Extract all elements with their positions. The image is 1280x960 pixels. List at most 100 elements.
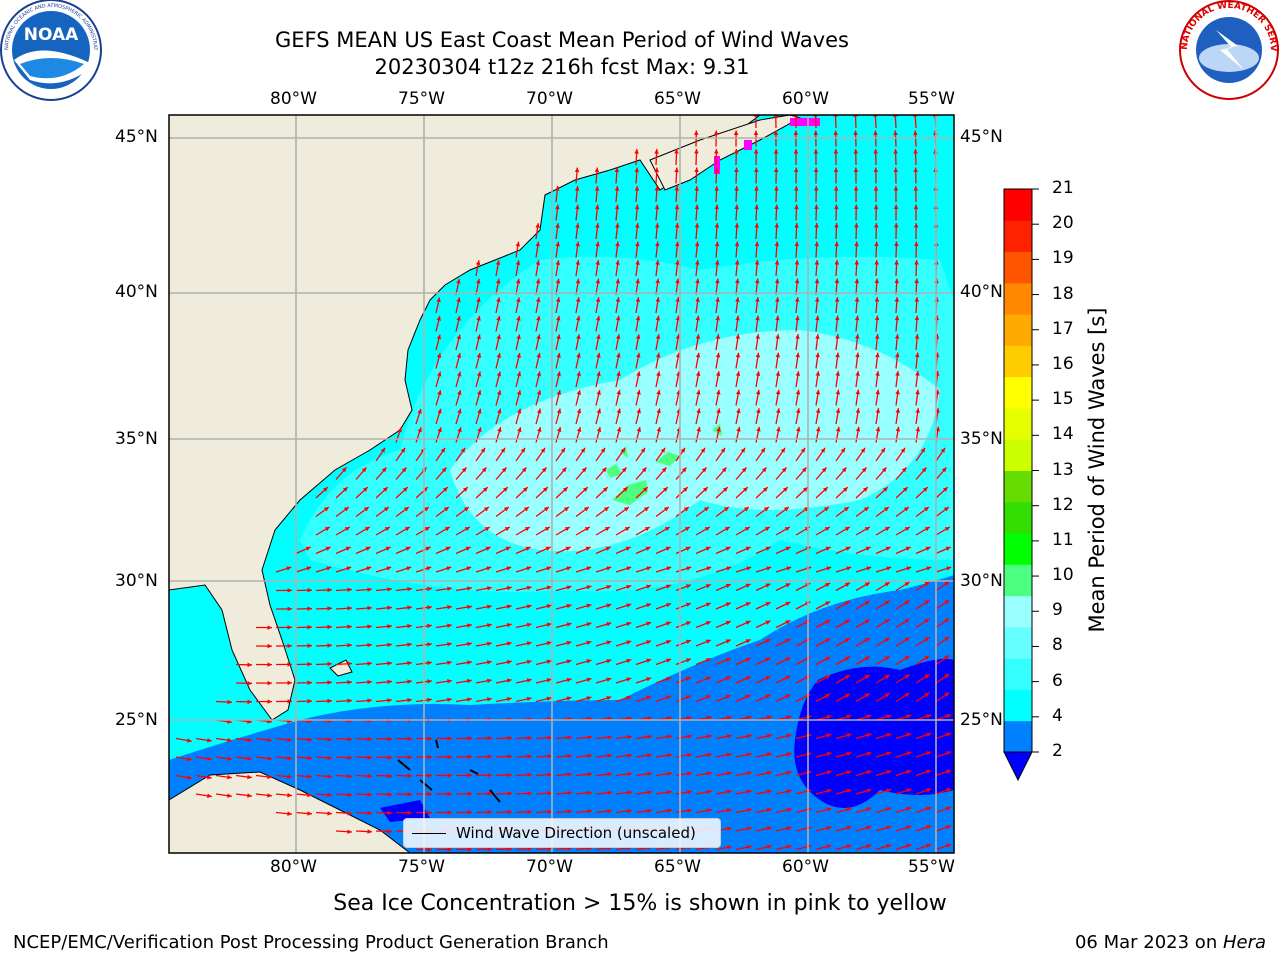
wind-wave-arrowhead — [855, 352, 860, 358]
wind-wave-arrowhead — [595, 241, 600, 247]
wind-wave-arrowhead — [596, 389, 601, 395]
wind-wave-arrowhead — [715, 352, 721, 358]
wind-wave-arrowhead — [536, 390, 542, 395]
wind-wave-arrowhead — [366, 566, 372, 571]
wind-wave-arrowhead — [367, 587, 372, 592]
wind-wave-arrowhead — [566, 566, 572, 571]
wind-wave-arrowhead — [507, 809, 512, 815]
wind-wave-arrowhead — [846, 844, 852, 849]
wind-wave-arrowhead — [866, 566, 872, 571]
wind-wave-arrowhead — [745, 583, 751, 588]
wind-wave-arrowhead — [575, 297, 581, 303]
wind-wave-arrowhead — [794, 223, 799, 228]
wind-wave-arrowhead — [387, 679, 392, 685]
wind-wave-arrowhead — [387, 624, 392, 629]
wind-wave-arrowhead — [267, 793, 272, 798]
wind-wave-arrowhead — [407, 642, 412, 647]
wind-wave-arrowhead — [873, 130, 878, 136]
wind-wave-arrowhead — [636, 352, 641, 358]
lon-label-bottom-70w: 70°W — [526, 857, 573, 877]
chart-subtitle: 20230304 t12z 216h fcst Max: 9.31 — [374, 55, 750, 79]
wind-wave-arrowhead — [753, 130, 759, 135]
colorbar-tick-label: 8 — [1052, 635, 1063, 656]
wind-wave-arrowhead — [397, 427, 402, 433]
wind-wave-arrowhead — [427, 623, 432, 629]
wind-wave-arrowhead — [681, 467, 687, 473]
wind-wave-arrowhead — [705, 658, 711, 663]
wind-wave-arrowhead — [495, 278, 501, 284]
wind-wave-arrowhead — [567, 772, 572, 777]
wind-wave-arrowhead — [944, 637, 950, 642]
wind-wave-arrowhead — [754, 167, 759, 173]
wind-wave-arrowhead — [322, 487, 328, 492]
wind-wave-arrowhead — [765, 620, 771, 625]
wind-wave-arrowhead — [506, 659, 512, 665]
wind-wave-arrowhead — [906, 751, 912, 756]
colorbar-segment — [1004, 345, 1032, 378]
wind-wave-arrowhead — [327, 624, 332, 630]
wind-wave-arrowhead — [456, 353, 462, 358]
wind-wave-arrowhead — [516, 390, 522, 395]
wind-wave-arrowhead — [886, 806, 892, 812]
wind-wave-arrowhead — [576, 371, 581, 377]
wind-wave-arrowhead — [926, 714, 932, 719]
wind-wave-arrowhead — [306, 566, 312, 571]
wind-wave-arrowhead — [874, 334, 880, 339]
wind-wave-arrowhead — [893, 149, 898, 154]
wind-wave-arrowhead — [596, 427, 602, 432]
wind-wave-arrowhead — [643, 506, 649, 512]
wind-wave-arrowhead — [346, 566, 352, 571]
wind-wave-arrowhead — [705, 621, 711, 626]
map-gridlines — [169, 115, 954, 853]
wind-wave-arrowhead — [367, 755, 372, 760]
wind-wave-arrowhead — [694, 223, 700, 228]
wind-wave-arrowhead — [656, 371, 661, 377]
wind-wave-arrowhead — [825, 675, 831, 680]
wind-wave-arrowhead — [915, 371, 920, 376]
wind-wave-arrowhead — [342, 487, 348, 492]
wind-wave-arrowhead — [725, 639, 731, 644]
wind-wave-arrowhead — [795, 315, 800, 321]
wind-wave-arrowhead — [825, 601, 831, 606]
wind-wave-arrowhead — [516, 297, 521, 303]
wind-wave-arrowhead — [627, 734, 632, 740]
wind-wave-arrowhead — [462, 487, 468, 492]
wind-wave-arrowhead — [734, 186, 739, 191]
wind-wave-arrowhead — [874, 297, 880, 302]
wind-wave-arrowhead — [900, 447, 906, 453]
wind-wave-arrowhead — [666, 639, 672, 645]
wind-wave-arrowhead — [594, 204, 600, 210]
wind-wave-arrowhead — [247, 774, 252, 780]
wind-wave-arrowhead — [814, 241, 819, 247]
wind-wave-arrowhead — [846, 770, 852, 775]
wind-wave-arrowhead — [785, 675, 791, 680]
wind-wave-arrowhead — [766, 715, 772, 720]
wind-wave-arrowhead — [881, 467, 887, 473]
wind-wave-arrowhead — [735, 389, 741, 395]
wind-wave-arrowhead — [855, 426, 861, 432]
wind-wave-arrowhead — [516, 315, 521, 321]
wind-wave-arrowhead — [307, 661, 312, 667]
wind-wave-arrowhead — [924, 526, 930, 532]
wind-wave-arrowhead — [706, 752, 712, 758]
wind-wave-arrowhead — [645, 546, 651, 551]
wind-wave-arrowhead — [477, 408, 482, 414]
wind-wave-arrowhead — [894, 278, 899, 284]
wind-wave-arrowhead — [746, 752, 752, 757]
wind-wave-arrowhead — [666, 658, 672, 663]
wind-wave-arrowhead — [387, 810, 392, 816]
wind-wave-arrowhead — [546, 678, 552, 683]
wind-wave-arrowhead — [685, 676, 691, 682]
wind-wave-arrowhead — [467, 604, 472, 610]
colorbar-segment — [1004, 626, 1032, 659]
lon-label-top-65w: 65°W — [654, 89, 701, 109]
wind-wave-arrowhead — [924, 618, 930, 624]
wind-wave-arrowhead — [893, 186, 899, 191]
wind-wave-arrowhead — [427, 660, 432, 666]
wind-wave-arrowhead — [835, 352, 840, 358]
wind-wave-arrowhead — [742, 487, 748, 492]
wind-wave-arrowhead — [706, 734, 712, 739]
wind-wave-arrowhead — [535, 260, 541, 265]
wind-wave-arrowhead — [922, 487, 928, 492]
wind-wave-arrowhead — [367, 679, 372, 685]
